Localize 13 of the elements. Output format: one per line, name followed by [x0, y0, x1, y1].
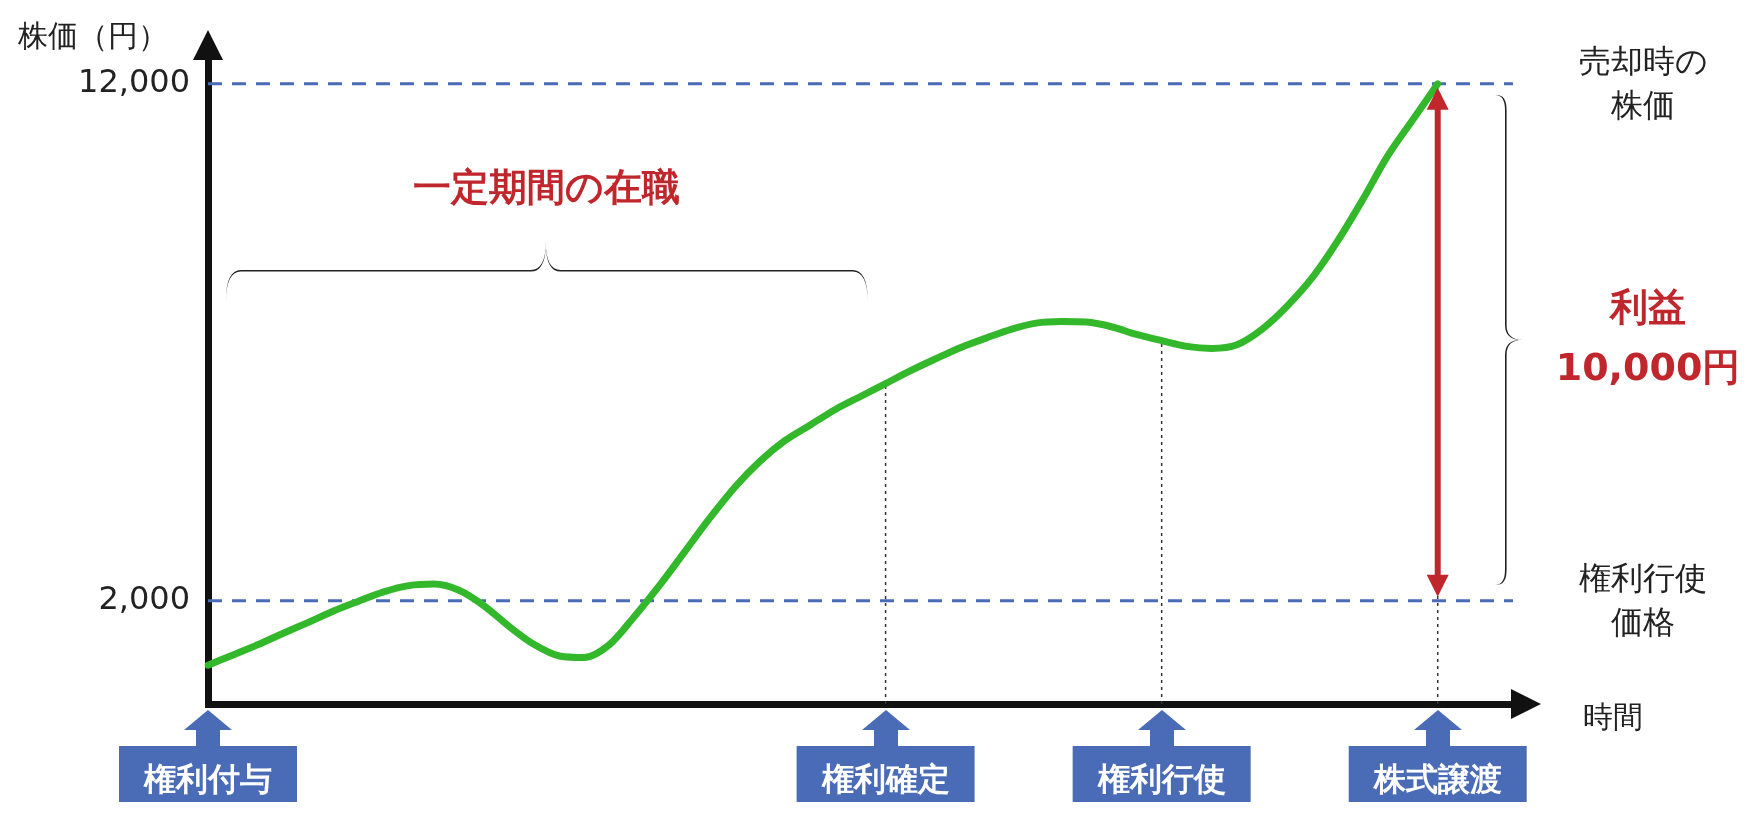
y-tick-label: 12,000	[78, 62, 190, 101]
y-tick-label: 2,000	[98, 578, 190, 617]
text: 利益	[1608, 284, 1686, 329]
ref-line-label: 権利行使価格	[1579, 558, 1707, 641]
annotation: 一定期間の在職	[413, 164, 681, 209]
x-axis-title: 時間	[1583, 698, 1643, 734]
x-tick-label: 権利確定	[820, 759, 950, 798]
x-tick-label: 株式譲渡	[1372, 759, 1502, 798]
x-tick-label: 権利行使	[1096, 759, 1226, 798]
text: 10,000円	[1555, 344, 1741, 389]
x-tick-label: 権利付与	[143, 759, 272, 798]
y-axis-title: 株価（円）	[17, 17, 168, 53]
ref-line-label: 売却時の株価	[1578, 42, 1708, 125]
